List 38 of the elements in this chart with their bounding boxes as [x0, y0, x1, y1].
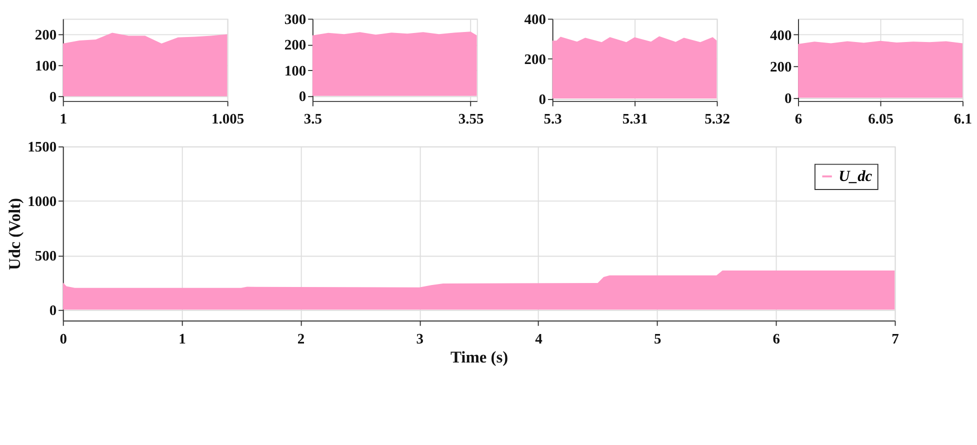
x-tick-label: 5.3 [544, 112, 562, 128]
x-tick-label: 5 [654, 331, 662, 348]
x-tick-label: 0 [60, 331, 67, 348]
y-tick-label: 400 [524, 12, 546, 28]
y-tick-label: 200 [770, 59, 792, 76]
legend-label: U_dc [838, 168, 872, 186]
y-tick-label: 0 [538, 92, 546, 108]
y-axis-title: Udc (Volt) [4, 198, 24, 270]
x-tick-label: 1 [178, 331, 186, 348]
x-tick-label: 6 [772, 331, 780, 348]
x-tick-label: 1.005 [211, 112, 244, 128]
y-tick-label: 0 [298, 89, 306, 106]
x-tick-label: 2 [297, 331, 305, 348]
y-tick-label: 300 [284, 12, 306, 28]
x-tick-label: 6.1 [954, 112, 972, 128]
y-tick-label: 0 [784, 91, 792, 108]
x-tick-label: 5.31 [622, 112, 648, 128]
x-tick-label: 3 [416, 331, 424, 348]
y-tick-label: 0 [49, 302, 57, 319]
y-tick-label: 200 [524, 52, 546, 68]
x-tick-label: 1 [60, 112, 67, 128]
y-tick-label: 500 [34, 248, 57, 265]
x-tick-label: 6 [794, 112, 802, 128]
y-tick-label: 400 [770, 28, 792, 44]
y-tick-label: 0 [49, 90, 57, 106]
y-tick-label: 1500 [28, 140, 57, 156]
x-tick-label: 7 [892, 331, 899, 348]
x-tick-label: 5.32 [704, 112, 730, 128]
y-tick-label: 200 [34, 28, 57, 44]
x-tick-label: 3.55 [458, 112, 484, 128]
x-tick-label: 3.5 [304, 112, 322, 128]
y-tick-label: 200 [284, 38, 306, 54]
y-tick-label: 100 [284, 63, 306, 80]
x-tick-label: 4 [535, 331, 542, 348]
y-tick-label: 1000 [28, 194, 57, 210]
x-tick-label: 6.05 [868, 112, 894, 128]
y-tick-label: 100 [34, 58, 57, 75]
x-axis-title: Time (s) [450, 348, 508, 367]
